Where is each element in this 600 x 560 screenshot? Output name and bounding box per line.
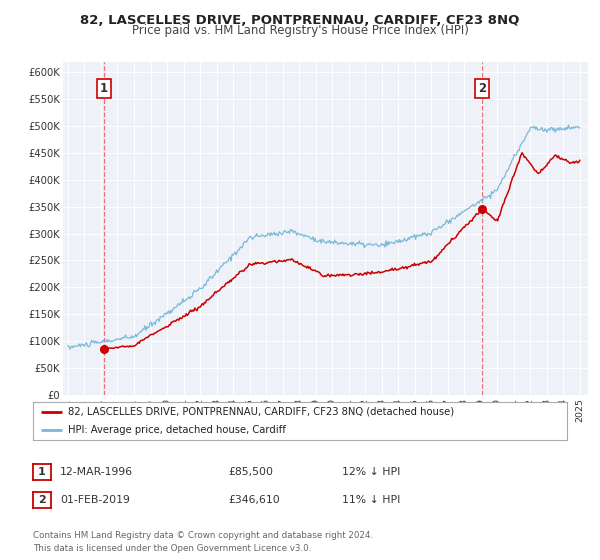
Text: 2: 2 (478, 82, 486, 95)
Text: 11% ↓ HPI: 11% ↓ HPI (342, 495, 400, 505)
Text: 82, LASCELLES DRIVE, PONTPRENNAU, CARDIFF, CF23 8NQ: 82, LASCELLES DRIVE, PONTPRENNAU, CARDIF… (80, 14, 520, 27)
Text: 1: 1 (100, 82, 108, 95)
Text: HPI: Average price, detached house, Cardiff: HPI: Average price, detached house, Card… (68, 425, 286, 435)
Text: 2: 2 (38, 495, 46, 505)
Text: £85,500: £85,500 (228, 467, 273, 477)
Text: 82, LASCELLES DRIVE, PONTPRENNAU, CARDIFF, CF23 8NQ (detached house): 82, LASCELLES DRIVE, PONTPRENNAU, CARDIF… (68, 407, 454, 417)
Text: £346,610: £346,610 (228, 495, 280, 505)
Text: 12% ↓ HPI: 12% ↓ HPI (342, 467, 400, 477)
Text: 01-FEB-2019: 01-FEB-2019 (60, 495, 130, 505)
Text: Price paid vs. HM Land Registry's House Price Index (HPI): Price paid vs. HM Land Registry's House … (131, 24, 469, 36)
Text: 1: 1 (38, 467, 46, 477)
Text: Contains HM Land Registry data © Crown copyright and database right 2024.
This d: Contains HM Land Registry data © Crown c… (33, 531, 373, 553)
Text: 12-MAR-1996: 12-MAR-1996 (60, 467, 133, 477)
